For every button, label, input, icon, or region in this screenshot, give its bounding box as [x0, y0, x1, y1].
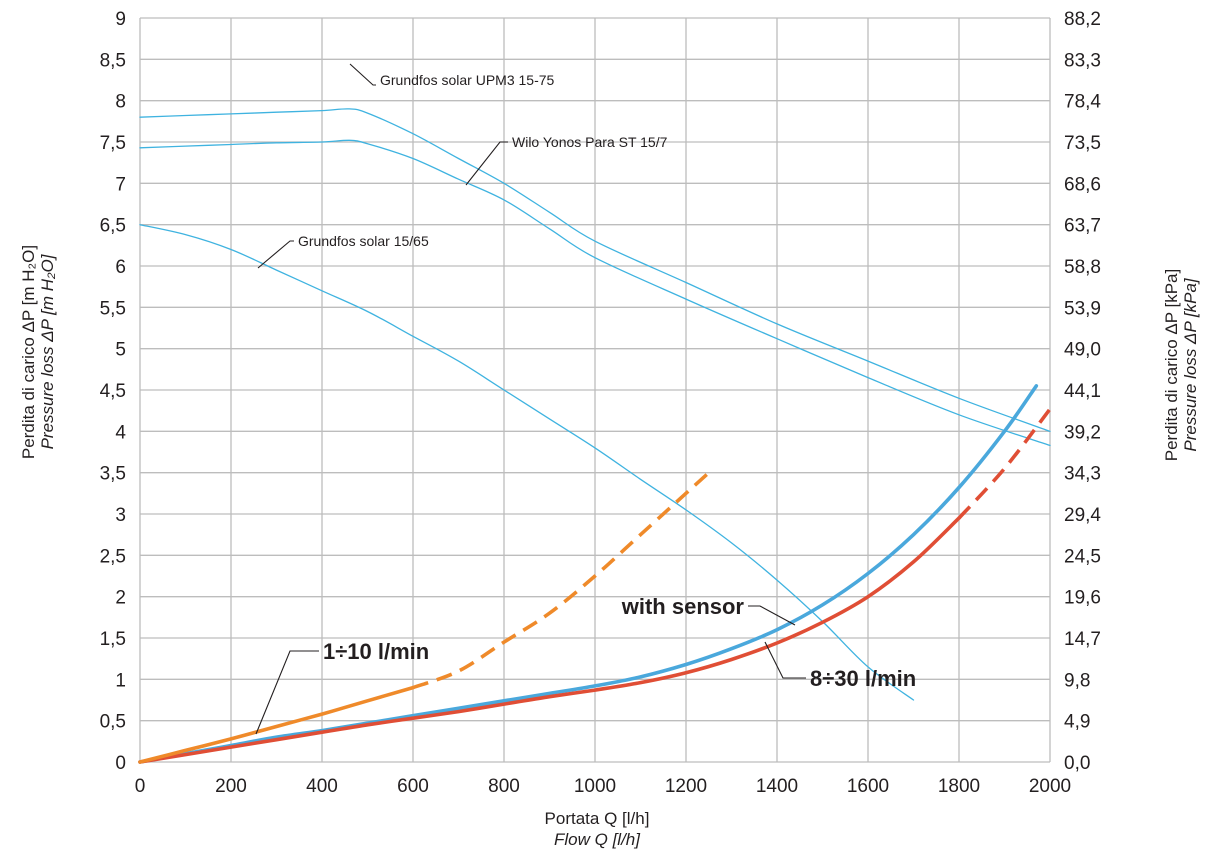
x-tick-label: 1200 — [665, 776, 707, 797]
y-right-tick-label: 0,0 — [1064, 753, 1090, 774]
y-left-tick-label: 9 — [115, 9, 126, 30]
y-right-tick-label: 29,4 — [1064, 505, 1101, 526]
y-left-tick-label: 3,5 — [100, 464, 126, 485]
y-left-tick-label: 2 — [115, 588, 126, 609]
x-tick-label: 600 — [397, 776, 429, 797]
y-left-tick-label: 1,5 — [100, 629, 126, 650]
x-tick-label: 1400 — [756, 776, 798, 797]
annotation-label: 1÷10 l/min — [323, 639, 429, 664]
x-tick-label: 1000 — [574, 776, 616, 797]
y-axis-left-title-en: Pressure loss ΔP [m H₂O] — [38, 253, 57, 449]
series-line-grundfos-solar-15-65 — [139, 224, 915, 701]
y-axis-left-title: Perdita di carico ΔP [m H₂O] — [19, 245, 38, 459]
y-left-tick-label: 8,5 — [100, 50, 126, 71]
y-left-tick-label: 2,5 — [100, 546, 126, 567]
y-right-tick-label: 53,9 — [1064, 298, 1101, 319]
y-left-tick-label: 4,5 — [100, 381, 126, 402]
annotation-leader-line — [764, 641, 806, 679]
series-line-1-10-l-min — [138, 685, 415, 764]
y-axis-right-title-en: Pressure loss ΔP [kPa] — [1181, 277, 1200, 452]
y-right-tick-label: 78,4 — [1064, 92, 1101, 113]
x-tick-label: 2000 — [1029, 776, 1071, 797]
x-tick-label: 400 — [306, 776, 338, 797]
y-right-tick-label: 68,6 — [1064, 174, 1101, 195]
y-right-tick-label: 73,5 — [1064, 133, 1101, 154]
y-right-tick-label: 63,7 — [1064, 216, 1101, 237]
y-axis-right-title: Perdita di carico ΔP [kPa] — [1162, 269, 1181, 461]
series-line-grundfos-solar-upm3-15-75 — [139, 108, 1051, 432]
annotation-label: 8÷30 l/min — [810, 666, 916, 691]
y-left-tick-label: 0,5 — [100, 712, 126, 733]
y-axis-right-ticks: 0,0 4,9 9,8 14,7 19,6 24,5 29,4 34,3 39,2 44,1 49,… — [1064, 9, 1101, 774]
x-tick-label: 0 — [135, 776, 146, 797]
y-right-tick-label: 83,3 — [1064, 50, 1101, 71]
x-tick-label: 200 — [215, 776, 247, 797]
x-axis-title-en: Flow Q [l/h] — [554, 830, 641, 849]
annotation-leader-line — [748, 605, 796, 626]
annotation-leader-line — [465, 141, 508, 186]
y-right-tick-label: 44,1 — [1064, 381, 1101, 402]
annotation-label: Grundfos solar 15/65 — [298, 233, 429, 249]
x-tick-label: 800 — [488, 776, 520, 797]
series-lines — [138, 108, 1052, 764]
y-left-tick-label: 6,5 — [100, 216, 126, 237]
x-axis-ticks: 0 200 400 600 800 1000 1200 1400 1600 1800 2000 — [135, 776, 1071, 797]
y-right-tick-label: 4,9 — [1064, 712, 1090, 733]
annotations: Grundfos solar UPM3 15-75 Wilo Yonos Para… — [255, 63, 916, 735]
x-axis-title: Portata Q [l/h] — [545, 809, 650, 828]
y-left-tick-label: 6 — [115, 257, 126, 278]
annotation-label: Grundfos solar UPM3 15-75 — [380, 72, 555, 88]
y-right-tick-label: 88,2 — [1064, 9, 1101, 30]
y-right-tick-label: 34,3 — [1064, 464, 1101, 485]
y-left-tick-label: 7 — [115, 174, 126, 195]
y-left-tick-label: 7,5 — [100, 133, 126, 154]
series-line-1-10-l-min-dashed — [412, 467, 715, 690]
annotation-leader-line — [257, 240, 294, 269]
y-left-tick-label: 3 — [115, 505, 126, 526]
y-right-tick-label: 39,2 — [1064, 422, 1101, 443]
annotation-label: with sensor — [621, 594, 745, 619]
y-right-tick-label: 19,6 — [1064, 588, 1101, 609]
y-right-tick-label: 58,8 — [1064, 257, 1101, 278]
series-line-8-30-l-min-dashed — [957, 407, 1052, 520]
y-right-tick-label: 24,5 — [1064, 546, 1101, 567]
y-left-tick-label: 0 — [115, 753, 126, 774]
series-line-wilo-yonos-para-st-15-7 — [139, 139, 1051, 447]
grid — [139, 17, 1051, 763]
x-tick-label: 1600 — [847, 776, 889, 797]
y-left-tick-label: 4 — [115, 422, 126, 443]
y-axis-left-ticks: 0 0,5 1 1,5 2 2,5 3 3,5 4 4,5 5 5,5 6 6,5 7 7,5 8 8,5 9 — [100, 9, 127, 774]
y-left-tick-label: 8 — [115, 92, 126, 113]
x-tick-label: 1800 — [938, 776, 980, 797]
y-right-tick-label: 9,8 — [1064, 670, 1090, 691]
annotation-leader-line — [349, 63, 376, 86]
series-line-with-sensor — [138, 384, 1039, 764]
y-right-tick-label: 49,0 — [1064, 340, 1101, 361]
series-line-8-30-l-min — [138, 516, 961, 764]
annotation-leader-line — [255, 650, 319, 735]
y-left-tick-label: 5 — [115, 340, 126, 361]
annotation-label: Wilo Yonos Para ST 15/7 — [512, 134, 668, 150]
y-right-tick-label: 14,7 — [1064, 629, 1101, 650]
y-left-tick-label: 1 — [115, 670, 126, 691]
y-left-tick-label: 5,5 — [100, 298, 126, 319]
